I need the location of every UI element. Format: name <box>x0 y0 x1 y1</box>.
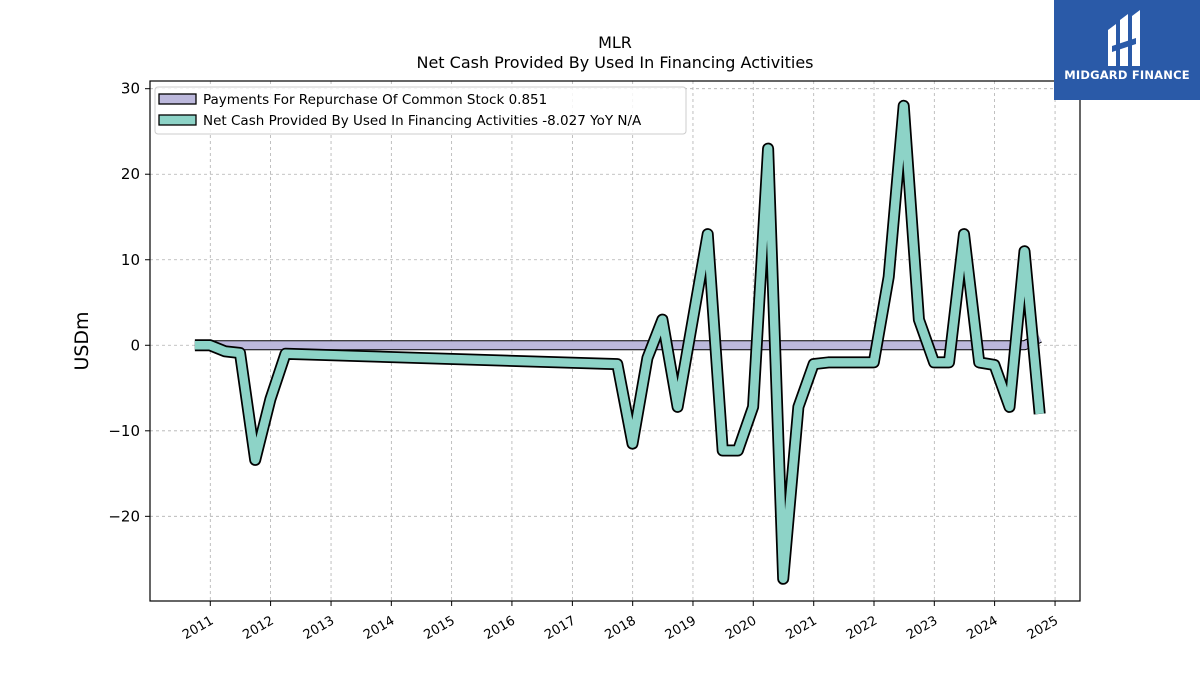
chart-title: MLR <box>598 33 632 52</box>
x-tick-label: 2017 <box>542 613 578 643</box>
y-axis: 30 20 10 0 −10 −20 <box>108 80 150 525</box>
series-line <box>194 334 1042 350</box>
x-tick-label: 2012 <box>240 613 276 643</box>
y-tick-label: −20 <box>108 507 140 525</box>
plot-area <box>194 99 1046 585</box>
y-tick-label: 0 <box>130 336 140 354</box>
brand-name: MIDGARD FINANCE <box>1064 68 1190 82</box>
x-tick-label: 2018 <box>603 613 639 643</box>
legend-box <box>154 86 687 135</box>
series-financing <box>194 99 1046 585</box>
chart-subtitle: Net Cash Provided By Used In Financing A… <box>416 53 813 72</box>
legend-swatch-repurchase <box>158 93 197 105</box>
x-tick-label: 2013 <box>301 613 337 643</box>
x-tick-label: 2015 <box>421 613 457 643</box>
x-tick-label: 2016 <box>482 613 518 643</box>
midgard-logo-icon <box>1108 10 1140 66</box>
y-tick-label: 30 <box>121 80 140 98</box>
x-tick-label: 2014 <box>361 613 397 643</box>
series-line <box>194 101 1044 584</box>
legend-label-financing: Net Cash Provided By Used In Financing A… <box>203 113 642 129</box>
x-tick-label: 2025 <box>1025 613 1061 643</box>
x-tick-label: 2019 <box>663 613 699 643</box>
x-axis: 2011 2012 2013 2014 2015 2016 2017 2018 2019 2020… <box>180 601 1061 643</box>
y-axis-label: USDm <box>71 311 93 370</box>
legend: Payments For Repurchase Of Common Stock … <box>154 86 687 135</box>
x-tick-label: 2022 <box>844 613 880 643</box>
x-tick-label: 2011 <box>180 613 216 643</box>
x-tick-label: 2024 <box>964 613 1000 643</box>
legend-swatch-financing <box>158 114 197 126</box>
legend-label-repurchase: Payments For Repurchase Of Common Stock … <box>203 92 547 108</box>
x-tick-label: 2020 <box>723 613 759 643</box>
series-repurchase <box>194 333 1042 351</box>
y-tick-label: 10 <box>121 251 140 269</box>
x-tick-label: 2021 <box>784 613 820 643</box>
plot-frame <box>149 80 1081 602</box>
x-tick-label: 2023 <box>904 613 940 643</box>
midgard-finance-logo: MIDGARD FINANCE <box>1054 0 1200 100</box>
y-tick-label: −10 <box>108 422 140 440</box>
y-tick-label: 20 <box>121 165 140 183</box>
